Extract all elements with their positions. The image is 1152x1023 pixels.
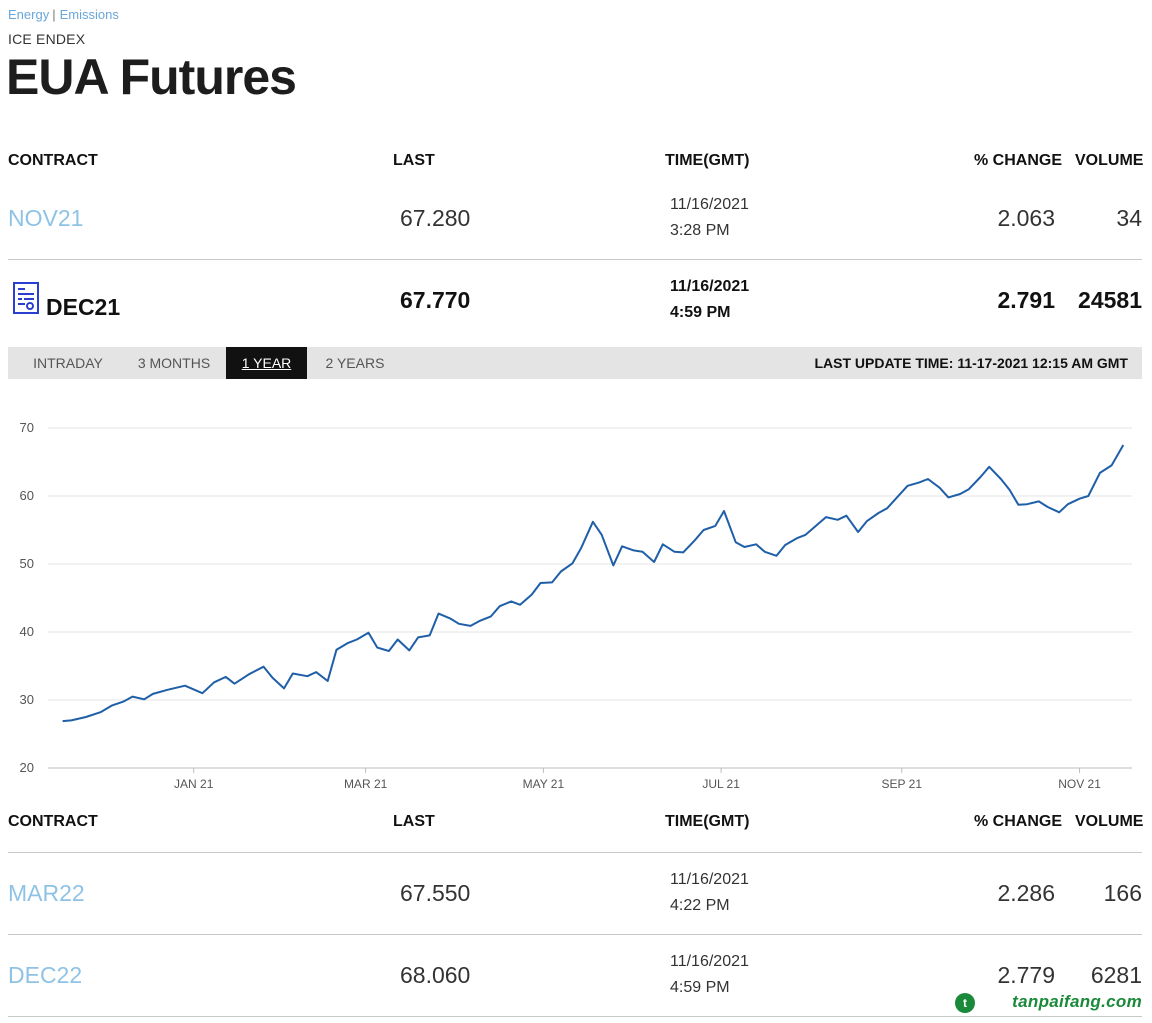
header-change: % CHANGE — [974, 152, 1063, 169]
y-tick-label: 40 — [20, 624, 34, 639]
row-divider — [8, 934, 1142, 935]
trade-time: 11/16/2021 3:28 PM — [670, 192, 749, 244]
volume: 24581 — [1078, 287, 1142, 313]
trade-clock: 4:59 PM — [670, 304, 731, 321]
trade-date: 11/16/2021 — [670, 196, 749, 213]
tab-3-months[interactable]: 3 MONTHS — [137, 355, 211, 371]
last-price: 67.280 — [400, 205, 471, 231]
last-price: 67.550 — [400, 880, 471, 906]
x-tick-label: MAY 21 — [523, 777, 565, 791]
contract-link-nov21[interactable]: NOV21 — [8, 205, 84, 231]
x-tick-label: NOV 21 — [1058, 777, 1101, 791]
report-chart-icon[interactable] — [13, 282, 39, 314]
watermark-logo-icon: t — [955, 993, 975, 1013]
volume: 6281 — [1090, 962, 1142, 988]
tab-2-years[interactable]: 2 YEARS — [325, 355, 385, 371]
provider-label: ICE ENDEX — [8, 31, 86, 47]
header-contract: CONTRACT — [8, 152, 98, 169]
header-volume: VOLUME — [1075, 152, 1144, 169]
trade-clock: 4:59 PM — [670, 979, 730, 996]
x-tick-label: SEP 21 — [882, 777, 923, 791]
header-contract: CONTRACT — [8, 813, 98, 830]
x-tick-label: JAN 21 — [174, 777, 214, 791]
percent-change: 2.791 — [997, 287, 1055, 313]
header-last: LAST — [393, 152, 435, 169]
breadcrumb-separator: | — [52, 7, 56, 22]
row-divider — [8, 1016, 1142, 1017]
y-tick-label: 30 — [20, 692, 34, 707]
percent-change: 2.286 — [997, 880, 1055, 906]
y-tick-label: 20 — [20, 760, 34, 775]
percent-change: 2.779 — [997, 962, 1055, 988]
tab-intraday[interactable]: INTRADAY — [33, 355, 103, 371]
percent-change: 2.063 — [997, 205, 1055, 231]
x-tick-label: JUL 21 — [702, 777, 740, 791]
trade-time: 11/16/2021 4:22 PM — [670, 867, 749, 919]
y-tick-label: 50 — [20, 556, 34, 571]
contract-link-dec22[interactable]: DEC22 — [8, 962, 83, 988]
header-time: TIME(GMT) — [665, 152, 750, 169]
breadcrumb-energy-link[interactable]: Energy — [8, 7, 50, 22]
breadcrumb-emissions-link[interactable]: Emissions — [59, 7, 119, 22]
row-divider — [8, 259, 1142, 260]
tab-1-year[interactable]: 1 YEAR — [226, 347, 307, 379]
row-divider — [8, 852, 1142, 853]
trade-time: 11/16/2021 4:59 PM — [670, 274, 749, 326]
volume: 34 — [1116, 205, 1142, 231]
trade-date: 11/16/2021 — [670, 278, 750, 295]
volume: 166 — [1103, 880, 1142, 906]
page-title: EUA Futures — [6, 49, 297, 105]
x-tick-label: MAR 21 — [344, 777, 388, 791]
contract-link-dec21[interactable]: DEC21 — [46, 294, 121, 320]
range-tab-bar: INTRADAY 3 MONTHS 1 YEAR 2 YEARS LAST UP… — [8, 347, 1142, 379]
series-line-dec21 — [62, 444, 1125, 723]
last-price: 68.060 — [400, 962, 471, 988]
watermark: tanpaifang.com — [1012, 992, 1142, 1011]
trade-time: 11/16/2021 4:59 PM — [670, 949, 749, 1001]
trade-date: 11/16/2021 — [670, 871, 749, 888]
header-change: % CHANGE — [974, 813, 1063, 830]
y-tick-label: 60 — [20, 488, 34, 503]
trade-date: 11/16/2021 — [670, 953, 749, 970]
trade-clock: 4:22 PM — [670, 897, 730, 914]
last-price: 67.770 — [400, 287, 471, 313]
contract-link-mar22[interactable]: MAR22 — [8, 880, 85, 906]
price-chart: 20 30 40 50 60 70 JAN 21 MAR 21 MAY 21 JUL 21 SEP … — [20, 420, 1132, 791]
trade-clock: 3:28 PM — [670, 222, 730, 239]
y-tick-label: 70 — [20, 420, 34, 435]
breadcrumb: Energy | Emissions — [8, 7, 119, 22]
header-last: LAST — [393, 813, 435, 830]
last-update-time: LAST UPDATE TIME: 11-17-2021 12:15 AM GM… — [814, 355, 1128, 371]
header-volume: VOLUME — [1075, 813, 1144, 830]
header-time: TIME(GMT) — [665, 813, 750, 830]
